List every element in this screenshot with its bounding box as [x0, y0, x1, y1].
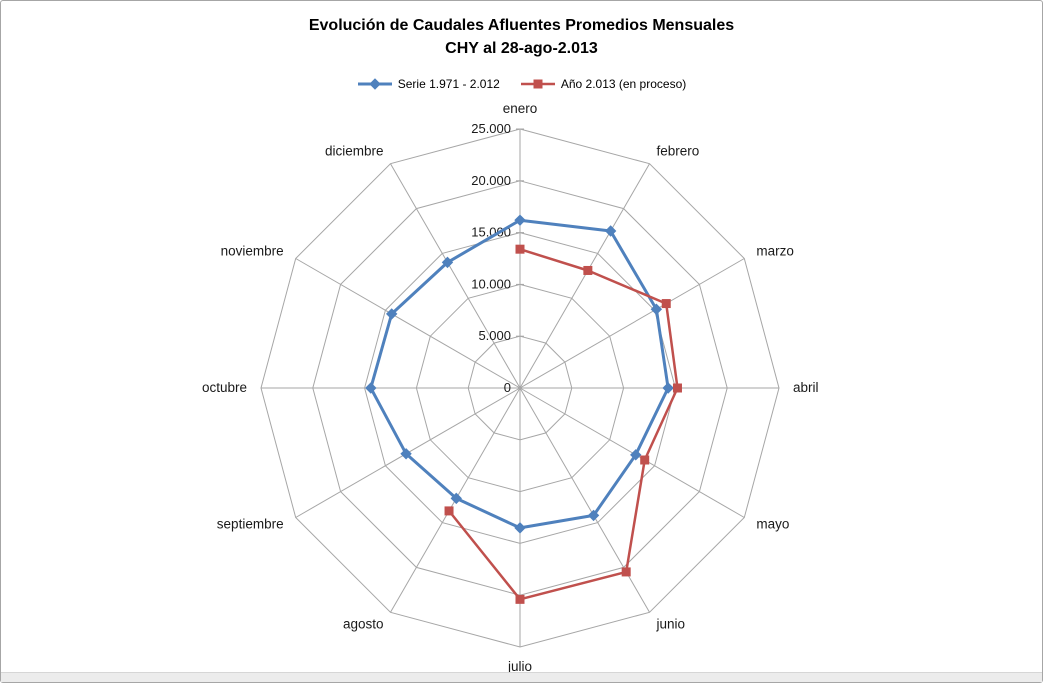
legend-label-anio: Año 2.013 (en proceso) — [560, 77, 687, 91]
marker-0-septiembre — [400, 448, 412, 460]
legend-label-serie: Serie 1.971 - 2.012 — [397, 77, 500, 91]
marker-0-abril — [662, 382, 674, 394]
marker-0-mayo — [630, 449, 642, 461]
grid-spoke-marzo — [519, 258, 745, 389]
marker-0-julio — [514, 522, 526, 534]
grid-spoke-noviembre — [295, 258, 521, 389]
grid-spoke-junio — [519, 387, 650, 613]
axis-tick-label-4: 20.000 — [471, 173, 511, 188]
marker-0-diciembre — [441, 256, 454, 269]
chart-title-line2: CHY al 28-ago-2.013 — [445, 40, 598, 57]
category-label-febrero: febrero — [657, 144, 700, 159]
category-label-noviembre: noviembre — [221, 244, 284, 259]
category-label-mayo: mayo — [756, 517, 789, 532]
category-label-junio: junio — [656, 616, 686, 631]
axis-tick-label-2: 10.000 — [471, 276, 511, 291]
axis-tick-label-0: 0 — [504, 380, 511, 395]
marker-0-marzo — [650, 303, 663, 315]
marker-1-agosto — [444, 506, 454, 516]
marker-1-febrero — [583, 265, 593, 275]
category-label-julio: julio — [507, 659, 532, 674]
legend-line-square-icon — [520, 79, 555, 89]
marker-0-junio — [587, 509, 600, 522]
marker-0-octubre — [365, 382, 377, 394]
series-line-1 — [448, 248, 679, 601]
axis-tick-label-5: 25.000 — [471, 121, 511, 136]
legend-item-anio: Año 2.013 (en proceso) — [520, 77, 686, 91]
marker-0-noviembre — [385, 308, 398, 320]
chart-title: Evolución de Caudales Afluentes Promedio… — [1, 14, 1042, 60]
axis-tick-label-1: 5.000 — [478, 328, 511, 343]
grid-spoke-febrero — [519, 163, 650, 389]
legend-line-diamond-icon — [357, 78, 392, 90]
category-label-abril: abril — [793, 380, 819, 395]
marker-1-junio — [621, 567, 631, 577]
marker-0-febrero — [604, 225, 617, 237]
chart-title-line1: Evolución de Caudales Afluentes Promedio… — [308, 17, 735, 34]
marker-1-marzo — [661, 299, 671, 309]
legend-item-serie: Serie 1.971 - 2.012 — [357, 77, 500, 91]
category-label-octubre: octubre — [202, 380, 247, 395]
marker-0-agosto — [450, 492, 462, 505]
bottom-strip — [1, 672, 1042, 682]
category-label-agosto: agosto — [343, 616, 384, 631]
marker-0-enero — [514, 214, 526, 226]
legend: Serie 1.971 - 2.012 Año 2.013 (en proces… — [1, 77, 1042, 91]
series-line-0 — [369, 218, 670, 530]
marker-1-julio — [515, 594, 525, 604]
marker-1-mayo — [640, 455, 650, 465]
grid-spoke-diciembre — [390, 163, 521, 389]
category-label-enero: enero — [503, 101, 538, 116]
marker-1-abril — [672, 383, 682, 393]
marker-1-enero — [515, 244, 525, 254]
axis-tick-label-3: 15.000 — [471, 225, 511, 240]
category-label-diciembre: diciembre — [325, 144, 384, 159]
category-label-septiembre: septiembre — [217, 517, 284, 532]
category-label-marzo: marzo — [756, 244, 794, 259]
